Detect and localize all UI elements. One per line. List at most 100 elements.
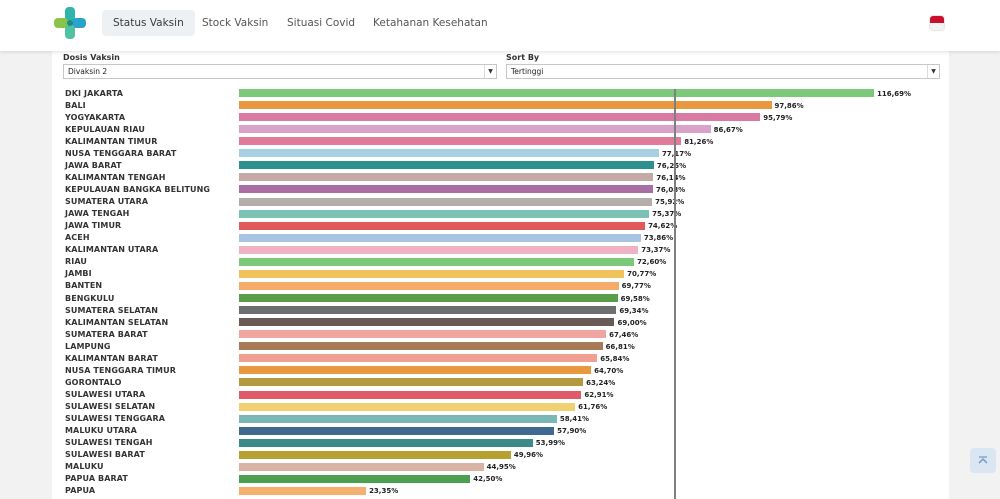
nav-tab-ketahanan-kesehatan[interactable]: Ketahanan Kesehatan bbox=[373, 17, 488, 29]
province-label: KALIMANTAN SELATAN bbox=[65, 317, 169, 327]
province-label: NUSA TENGGARA TIMUR bbox=[65, 365, 176, 375]
bar[interactable] bbox=[239, 462, 484, 471]
bar[interactable] bbox=[239, 137, 682, 146]
province-label: SULAWESI BARAT bbox=[65, 450, 145, 460]
bar[interactable] bbox=[239, 330, 607, 339]
bar[interactable] bbox=[239, 161, 654, 170]
province-label: KALIMANTAN BARAT bbox=[65, 353, 158, 363]
bar[interactable] bbox=[239, 318, 615, 327]
bar-value-label: 77,17% bbox=[661, 149, 692, 158]
bar[interactable] bbox=[239, 390, 582, 399]
reference-line bbox=[674, 89, 676, 499]
bar-value-label: 116,69% bbox=[877, 89, 912, 98]
sort-select-value: Tertinggi bbox=[511, 67, 544, 76]
bar-value-label: 76,25% bbox=[656, 161, 687, 170]
province-label: SULAWESI TENGGARA bbox=[65, 414, 165, 424]
bar[interactable] bbox=[239, 197, 653, 206]
province-label: PAPUA bbox=[65, 486, 96, 496]
province-label: KEPULAUAN RIAU bbox=[65, 124, 145, 134]
province-label: BANTEN bbox=[65, 281, 103, 291]
bar[interactable] bbox=[239, 378, 584, 387]
bar-value-label: 61,76% bbox=[578, 403, 608, 412]
bar[interactable] bbox=[239, 402, 576, 411]
bar[interactable] bbox=[239, 89, 874, 97]
bar[interactable] bbox=[239, 125, 711, 134]
province-label: KALIMANTAN TIMUR bbox=[65, 136, 158, 146]
bar[interactable] bbox=[239, 113, 761, 122]
province-label: MALUKU UTARA bbox=[65, 426, 137, 436]
chevron-down-icon[interactable]: ▼ bbox=[484, 65, 496, 78]
bar[interactable] bbox=[239, 354, 598, 363]
chevron-up-icon bbox=[978, 455, 988, 464]
bar-value-label: 76,14% bbox=[656, 173, 686, 182]
bar-value-label: 69,77% bbox=[621, 282, 651, 291]
bar-value-label: 75,92% bbox=[655, 198, 685, 207]
kemenkes-logo-icon[interactable] bbox=[53, 6, 87, 40]
bar-value-label: 63,24% bbox=[586, 378, 616, 387]
bar[interactable] bbox=[239, 101, 772, 110]
dose-select[interactable]: Divaksin 2 ▼ bbox=[63, 64, 497, 79]
nav-tab-situasi-covid[interactable]: Situasi Covid bbox=[287, 17, 356, 29]
bar-value-label: 57,90% bbox=[557, 427, 587, 436]
bar-value-label: 44,95% bbox=[486, 463, 516, 472]
bar-value-label: 58,41% bbox=[559, 415, 589, 424]
bar[interactable] bbox=[239, 294, 618, 303]
sort-select[interactable]: Tertinggi ▼ bbox=[506, 64, 940, 79]
bar[interactable] bbox=[239, 269, 625, 278]
province-label: LAMPUNG bbox=[65, 341, 111, 351]
province-label: SULAWESI TENGAH bbox=[65, 438, 153, 448]
sort-filter-label: Sort By bbox=[506, 53, 540, 62]
bar[interactable] bbox=[239, 486, 367, 495]
province-label: NUSA TENGGARA BARAT bbox=[65, 148, 177, 158]
province-label: RIAU bbox=[65, 257, 87, 267]
bar[interactable] bbox=[239, 366, 592, 375]
bar-value-label: 67,46% bbox=[609, 330, 639, 339]
bar-value-label: 69,00% bbox=[617, 318, 647, 327]
bar-value-label: 70,77% bbox=[627, 270, 657, 279]
bar-value-label: 53,99% bbox=[535, 439, 565, 448]
province-label: DKI JAKARTA bbox=[65, 88, 124, 98]
province-label: YOGYAKARTA bbox=[65, 112, 126, 122]
nav-tab-stock-vaksin[interactable]: Stock Vaksin bbox=[202, 17, 269, 29]
bar[interactable] bbox=[239, 221, 646, 230]
province-label: KALIMANTAN UTARA bbox=[65, 245, 159, 255]
bar[interactable] bbox=[239, 185, 653, 194]
bar[interactable] bbox=[239, 426, 555, 435]
bar[interactable] bbox=[239, 474, 471, 483]
bar[interactable] bbox=[239, 281, 619, 290]
bar[interactable] bbox=[239, 173, 654, 182]
scroll-to-top-button[interactable] bbox=[970, 448, 996, 473]
bar[interactable] bbox=[239, 209, 650, 218]
province-label: MALUKU bbox=[65, 462, 104, 472]
province-label: SULAWESI SELATAN bbox=[65, 402, 156, 412]
bar-value-label: 95,79% bbox=[763, 113, 793, 122]
province-label: JAWA BARAT bbox=[65, 160, 122, 170]
bar-value-label: 69,34% bbox=[619, 306, 649, 315]
province-label: GORONTALO bbox=[65, 377, 122, 387]
bar-value-label: 42,50% bbox=[473, 475, 503, 484]
chevron-down-icon[interactable]: ▼ bbox=[927, 65, 939, 78]
bar[interactable] bbox=[239, 257, 635, 266]
bar-value-label: 65,84% bbox=[600, 354, 630, 363]
bar-value-label: 73,86% bbox=[643, 234, 674, 243]
province-label: SUMATERA SELATAN bbox=[65, 305, 159, 315]
bar[interactable] bbox=[239, 414, 557, 423]
province-label: KEPULAUAN BANGKA BELITUNG bbox=[65, 184, 211, 194]
bar[interactable] bbox=[239, 245, 639, 254]
bar[interactable] bbox=[239, 233, 641, 242]
top-navbar: Status Vaksin Stock Vaksin Situasi Covid… bbox=[0, 0, 1000, 51]
province-label: ACEH bbox=[65, 233, 90, 243]
bar[interactable] bbox=[239, 149, 659, 158]
bar[interactable] bbox=[239, 450, 511, 459]
bar-value-label: 73,37% bbox=[641, 246, 671, 255]
province-label: BENGKULU bbox=[65, 293, 115, 303]
bar-value-label: 66,81% bbox=[605, 342, 635, 351]
bar[interactable] bbox=[239, 438, 533, 447]
bar[interactable] bbox=[239, 306, 617, 315]
province-label: SUMATERA UTARA bbox=[65, 197, 149, 207]
nav-tab-status-vaksin[interactable]: Status Vaksin bbox=[102, 10, 195, 36]
bar[interactable] bbox=[239, 342, 603, 351]
indonesia-flag-icon[interactable] bbox=[930, 16, 944, 30]
bar-value-label: 72,60% bbox=[637, 258, 667, 267]
bar-value-label: 64,70% bbox=[594, 366, 624, 375]
